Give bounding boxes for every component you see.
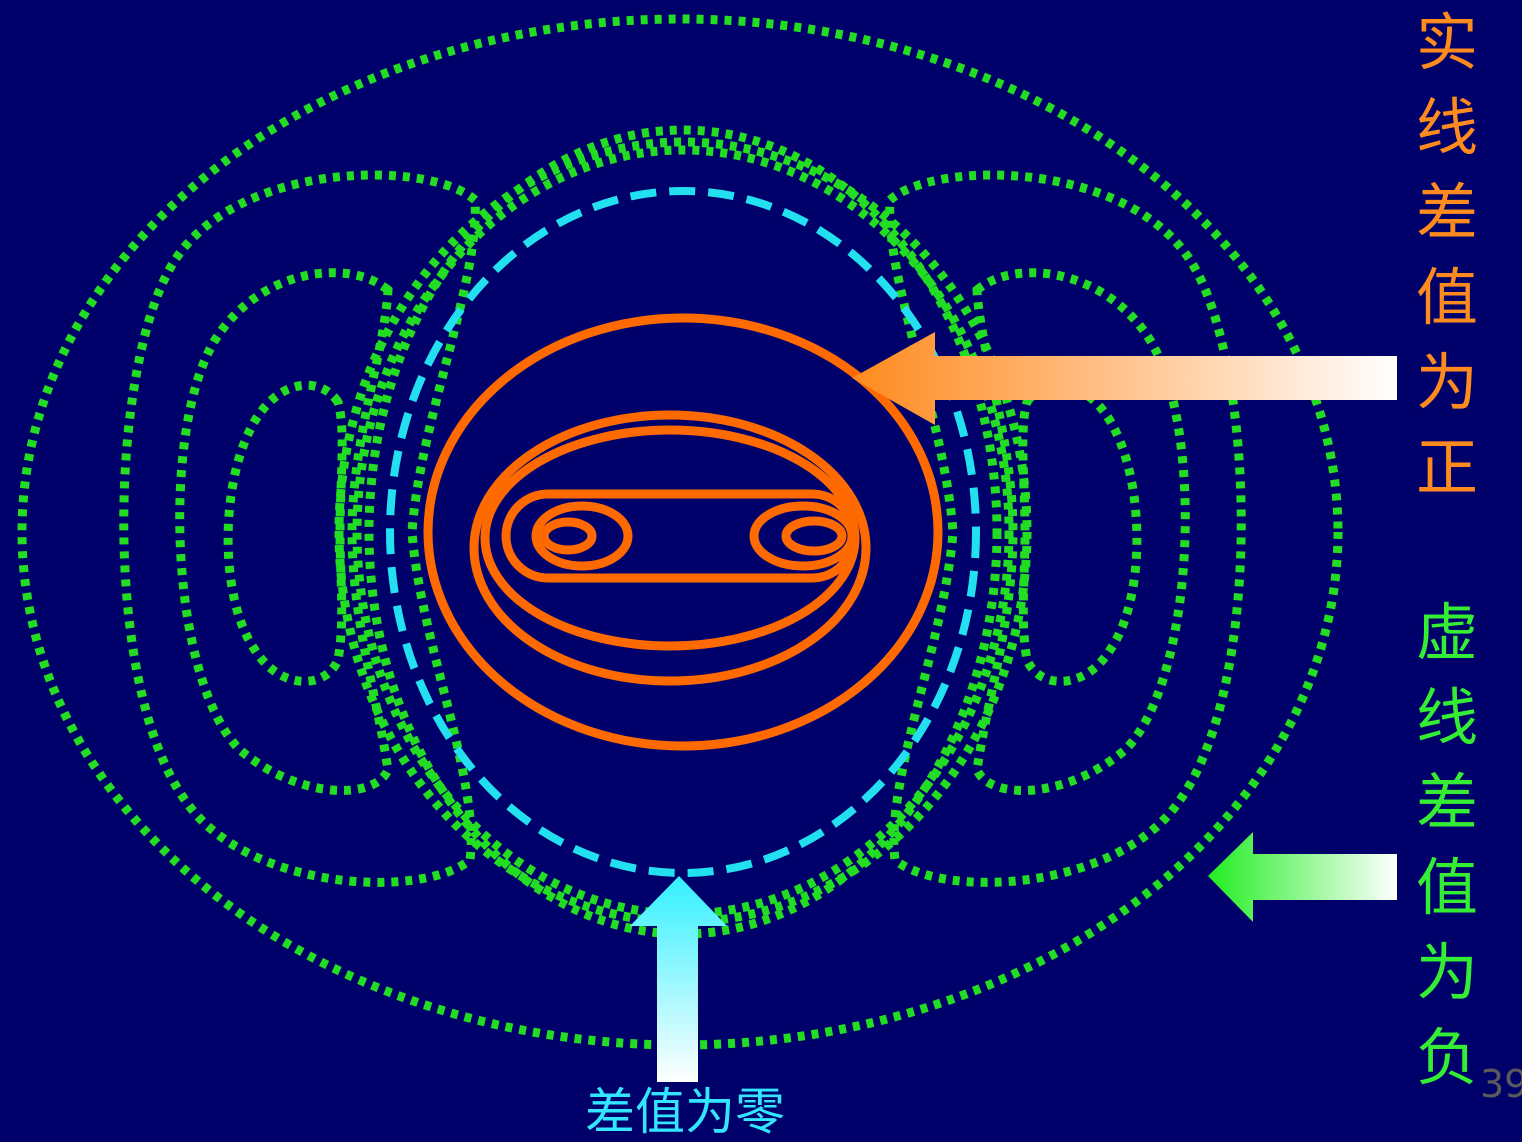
zero-contour — [386, 187, 980, 877]
outer-negative-contour — [17, 14, 1343, 1050]
right-lobe-middle-contour — [972, 268, 1190, 795]
page-number: 39 — [1480, 1062, 1522, 1106]
left-atom-contour-outer — [531, 501, 633, 571]
right-lobe-inner-contour — [1018, 380, 1142, 686]
negative-arrow — [1208, 832, 1397, 922]
right-atom-contour-inner — [781, 516, 847, 556]
left-lobe-inner-contour — [223, 380, 347, 686]
left-lobe-outer-contour — [119, 170, 480, 887]
central-negative-contour-3 — [334, 137, 1032, 927]
zero-arrow — [630, 876, 727, 1082]
positive-contour-outer — [423, 313, 943, 751]
right-atom-contour-outer — [749, 501, 857, 571]
positive-contour-middle — [469, 410, 871, 686]
positive-arrow — [852, 332, 1397, 425]
solid-line-positive-label: 实 线 差 值 为 正 — [1415, 6, 1478, 504]
right-lobe-outer-contour — [885, 170, 1246, 887]
positive-contours — [423, 313, 943, 751]
dashed-line-negative-label: 虚 线 差 值 为 负 — [1415, 596, 1478, 1094]
central-negative-contour-2 — [352, 145, 1014, 919]
zero-difference-label: 差值为零 — [585, 1083, 785, 1141]
left-lobe-middle-contour — [175, 268, 393, 795]
left-atom-contour-inner — [539, 517, 597, 555]
